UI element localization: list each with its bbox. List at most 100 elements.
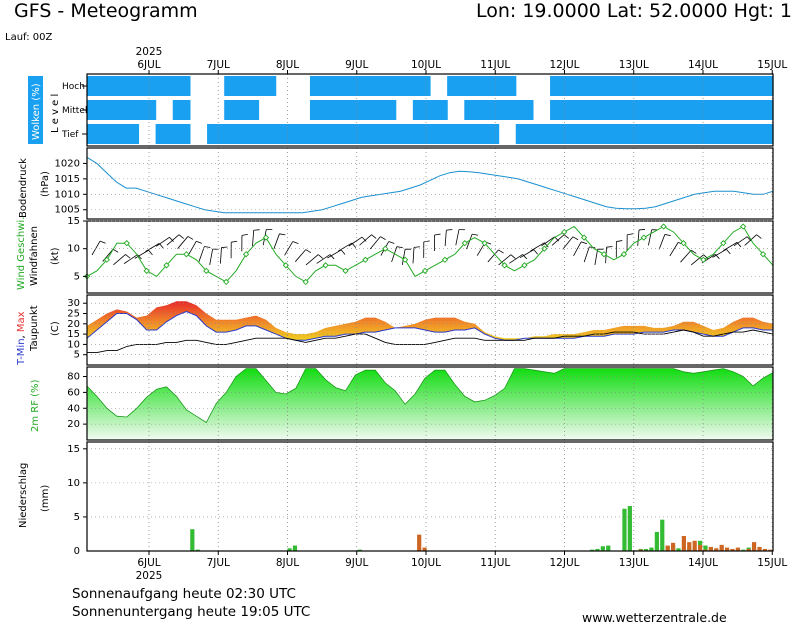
precip-bar-rain [600, 546, 605, 551]
precip-bar-rain [622, 508, 627, 551]
temperature-axis-label: T-Min, Max [16, 311, 27, 366]
precip-tick-label: 0 [74, 546, 80, 557]
wind-barb-flag [380, 236, 386, 240]
cloud-cell-hoch [567, 76, 585, 96]
wind-barb-flag [112, 248, 119, 253]
cloud-cell-mittel [635, 100, 654, 120]
x-tick-label-top: 8JUL [276, 59, 299, 71]
precip-bar-rain [703, 545, 708, 551]
panel-frame [86, 73, 774, 147]
wind-barb [680, 249, 692, 263]
wind-tick-label: 10 [67, 244, 80, 255]
wind-barb [669, 242, 679, 257]
wind-speed-marker [183, 251, 190, 258]
x-tick-label-bottom: 13JUL [619, 557, 649, 569]
x-tick-label-bottom: 12JUL [550, 557, 580, 569]
wind-barb-flag [137, 254, 142, 260]
humidity-tick-label: 40 [67, 403, 80, 414]
cloud-cell-mittel [241, 100, 260, 120]
location-label: Lon: 19.0000 Lat: 52.0000 Hgt: 1 [475, 0, 792, 22]
cloud-cell-hoch [755, 76, 774, 96]
wind-speed-marker [461, 240, 468, 247]
wind-barb [637, 229, 640, 246]
precip-tick-label: 5 [74, 512, 80, 523]
cloud-cell-tief [412, 124, 431, 144]
x-tick-label-top: 10JUL [411, 59, 441, 71]
precip-bar-convective [714, 548, 719, 551]
wind-speed-marker [402, 256, 409, 263]
cloud-cell-mittel [652, 100, 671, 120]
cloud-cell-hoch [498, 76, 517, 96]
x-tick-label-top: 11JUL [480, 59, 510, 71]
wind-barb [209, 249, 214, 265]
wind-barb [551, 234, 565, 246]
cloud-cell-tief [395, 124, 414, 144]
wind-speed-marker [262, 234, 270, 241]
wind-barb-flag [371, 234, 377, 239]
cloud-cell-tief [687, 124, 705, 144]
pressure-tick-label: 1020 [55, 158, 80, 169]
source-credit: www.wetterzentrale.de [582, 610, 727, 625]
wind-axis-label-2: Windfahnen [29, 226, 40, 286]
wind-barb-flag [279, 233, 286, 236]
cloud-cell-mittel [224, 100, 242, 120]
cloud-cell-tief [241, 124, 260, 144]
cloud-level-label: Hoch [62, 82, 85, 92]
precip-bar-rain [195, 549, 200, 551]
cloud-cell-mittel [550, 100, 568, 120]
cloud-cell-mittel [601, 100, 620, 120]
humidity-area [87, 368, 773, 440]
wind-barb-flag [563, 234, 569, 239]
precip-bar-rain [606, 545, 611, 551]
cloud-cell-mittel [670, 100, 688, 120]
wind-barb [509, 254, 523, 264]
cloud-cell-tief [447, 124, 465, 144]
wind-barb-flag [606, 246, 613, 248]
precip-bar-rain [676, 548, 681, 551]
x-tick-label-top: 15JUL [757, 59, 787, 71]
temperature-tick-label: 20 [67, 319, 80, 330]
precip-bar-convective [719, 544, 724, 551]
wind-barb-flag [413, 246, 421, 248]
cloud-cell-mittel [567, 100, 585, 120]
wind-speed-marker [322, 262, 329, 269]
wind-speed-marker [660, 223, 667, 230]
wind-barb [487, 249, 499, 263]
precip-bar-convective [751, 542, 757, 551]
cloud-title: Wolken (%) [31, 83, 42, 140]
precip-bar-rain [595, 548, 600, 551]
cloud-cell-tief [532, 124, 551, 144]
wind-barb-flag [305, 249, 312, 254]
x-tick-label-bottom: 14JUL [688, 557, 718, 569]
precip-bar-convective [687, 542, 692, 551]
cloud-cell-hoch [224, 76, 242, 96]
year-label-top: 2025 [136, 46, 163, 58]
cloud-cell-hoch [704, 76, 723, 96]
cloud-cell-tief [207, 124, 225, 144]
wind-barb-flag [169, 237, 174, 242]
wind-barb-flag [627, 233, 634, 236]
cloud-cell-tief [635, 124, 654, 144]
cloud-cell-hoch [87, 76, 105, 96]
cloud-cell-tief [567, 124, 585, 144]
cloud-cell-hoch [172, 76, 191, 96]
wind-speed-marker [481, 240, 488, 247]
precip-bar-convective [746, 548, 751, 551]
x-tick-label-top: 12JUL [550, 59, 580, 71]
precip-bar-convective [670, 542, 676, 551]
cloud-cell-hoch [601, 76, 620, 96]
wind-barb [369, 236, 381, 250]
wind-barb [723, 242, 738, 251]
wind-speed-marker [103, 256, 111, 263]
wind-speed-marker [501, 262, 508, 269]
cloud-cell-mittel [104, 100, 122, 120]
cloud-cell-hoch [412, 76, 431, 96]
wind-speed-marker [521, 262, 528, 269]
wind-barb [712, 248, 727, 258]
wind-barb-flag [329, 254, 335, 260]
cloud-cell-mittel [378, 100, 397, 120]
temperature-tick-label: 25 [67, 309, 80, 320]
wind-barb [327, 249, 342, 259]
chart-title: GFS - Meteogramm [14, 0, 198, 22]
wind-barb [444, 230, 447, 247]
